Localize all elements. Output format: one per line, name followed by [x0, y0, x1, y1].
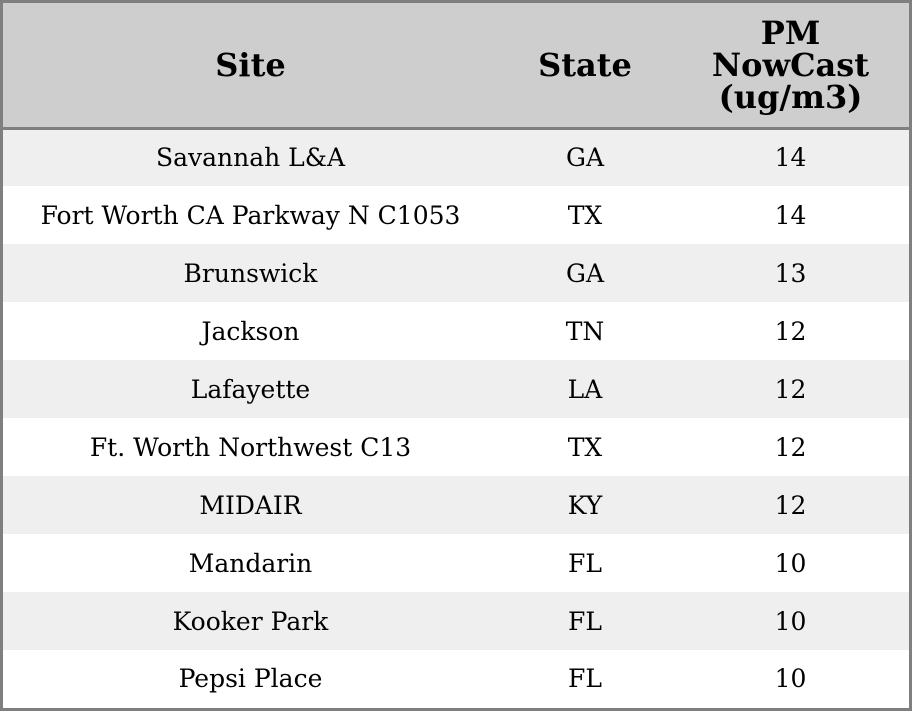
cell-state: FL [568, 663, 602, 693]
table-row: Jackson TN 12 [3, 302, 909, 360]
table-row: Kooker Park FL 10 [3, 592, 909, 650]
cell-state: KY [567, 490, 603, 520]
cell-pm: 14 [774, 200, 807, 230]
table-row: MIDAIR KY 12 [3, 476, 909, 534]
header-pm-line3: (ug/m3) [718, 77, 863, 116]
cell-site: MIDAIR [199, 490, 302, 520]
cell-site: Fort Worth CA Parkway N C1053 [40, 200, 461, 230]
header-pm-line2: NowCast [711, 45, 870, 84]
header-state: State [498, 3, 672, 130]
cell-site: Kooker Park [172, 606, 329, 636]
cell-state: GA [565, 143, 605, 173]
table-row: Savannah L&A GA 14 [3, 128, 909, 186]
header-site: Site [3, 3, 498, 130]
header-row: Site State PM NowCast (ug/m3) [3, 3, 909, 130]
cell-state: TX [567, 200, 603, 230]
table-body: Savannah L&A GA 14 Fort Worth CA Parkway… [3, 128, 909, 706]
header-pm-nowcast: PM NowCast (ug/m3) [672, 3, 909, 130]
header-pm-line1: PM [760, 13, 821, 52]
cell-state: LA [567, 374, 603, 404]
cell-pm: 10 [774, 663, 807, 693]
cell-state: TN [565, 316, 605, 346]
cell-state: GA [565, 258, 605, 288]
cell-site: Lafayette [190, 374, 311, 404]
table-header: Site State PM NowCast (ug/m3) [3, 3, 909, 130]
cell-site: Savannah L&A [155, 143, 346, 173]
cell-site: Jackson [201, 316, 300, 346]
cell-site: Brunswick [183, 258, 318, 288]
table-row: Ft. Worth Northwest C13 TX 12 [3, 418, 909, 476]
cell-pm: 13 [774, 258, 807, 288]
data-table: Site State PM NowCast (ug/m3) Savannah L… [3, 3, 909, 706]
cell-pm: 12 [774, 316, 807, 346]
table-row: Lafayette LA 12 [3, 360, 909, 418]
table-row: Pepsi Place FL 10 [3, 650, 909, 706]
table-row: Fort Worth CA Parkway N C1053 TX 14 [3, 186, 909, 244]
cell-pm: 12 [774, 490, 807, 520]
cell-state: TX [567, 432, 603, 462]
cell-state: FL [568, 548, 602, 578]
cell-state: FL [568, 606, 602, 636]
cell-pm: 10 [774, 606, 807, 636]
cell-pm: 12 [774, 432, 807, 462]
cell-pm: 14 [774, 143, 807, 173]
table-row: Brunswick GA 13 [3, 244, 909, 302]
cell-pm: 12 [774, 374, 807, 404]
table-row: Mandarin FL 10 [3, 534, 909, 592]
cell-pm: 10 [774, 548, 807, 578]
cell-site: Ft. Worth Northwest C13 [89, 432, 412, 462]
cell-site: Pepsi Place [178, 663, 323, 693]
cell-site: Mandarin [188, 548, 313, 578]
